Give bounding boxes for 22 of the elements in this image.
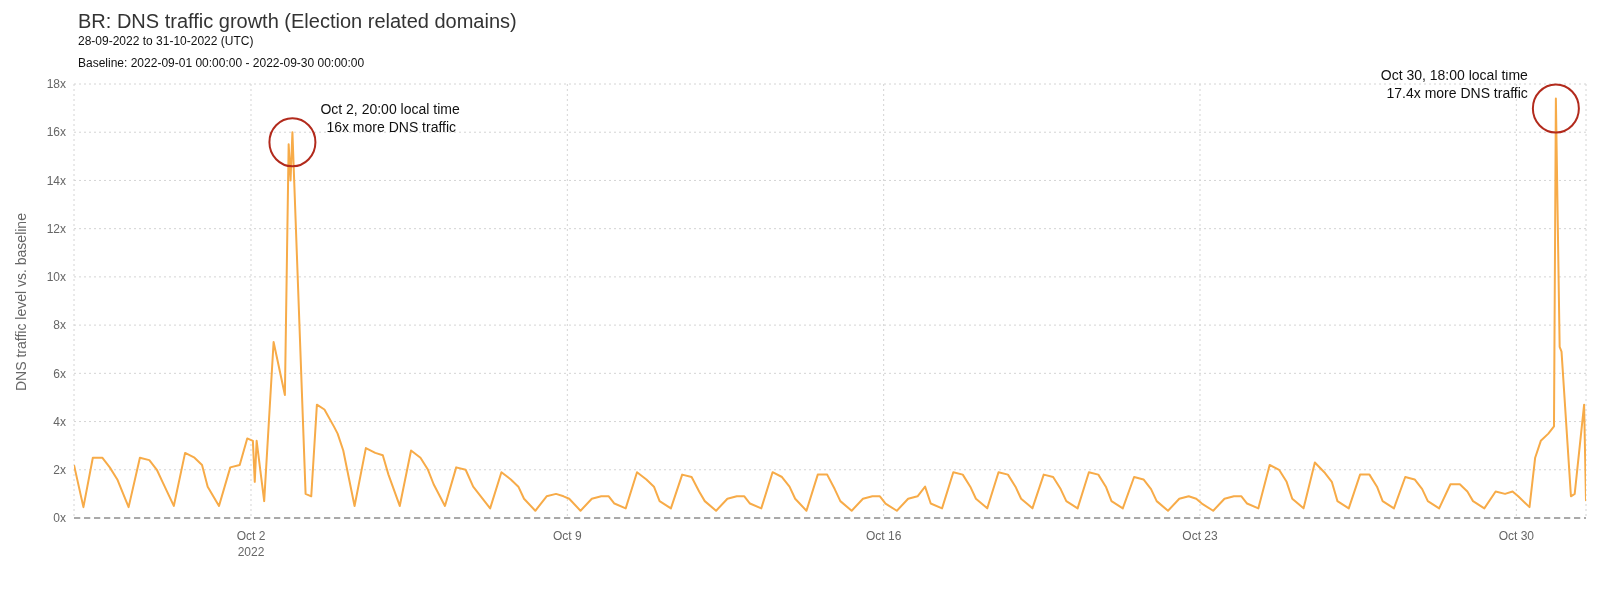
annotation: Oct 30, 18:00 local time 17.4x more DNS traffic: [1380, 67, 1529, 102]
y-tick-label: 0x: [53, 511, 66, 526]
x-tick-label: Oct 16: [865, 529, 902, 543]
y-tick-label: 12x: [46, 221, 66, 236]
chart-title: BR: DNS traffic growth (Election related domains): [78, 10, 518, 33]
y-tick-label: 16x: [46, 125, 66, 140]
chart-subtitle: 28-09-2022 to 31-10-2022 (UTC): [78, 34, 255, 48]
x-tick-label: Oct 2 2022: [236, 529, 266, 559]
y-tick-label: 4x: [53, 414, 66, 429]
y-tick-label: 8x: [53, 318, 66, 333]
x-tick-label: Oct 30: [1498, 529, 1535, 543]
text: Baseline: 2022-09-01 00:00:00 - 2022-09-30 00:00:00: [78, 56, 365, 70]
y-tick-label: 2x: [53, 463, 66, 478]
y-tick-label: 18x: [46, 77, 66, 92]
y-axis-title: DNS traffic level vs. baseline: [12, 212, 29, 391]
x-tick-label: Oct 23: [1182, 529, 1218, 543]
x-tick-label: Oct 9: [552, 529, 582, 543]
y-tick-label: 6x: [53, 366, 66, 381]
line-series: [74, 97, 1586, 512]
annotation: Oct 2, 20:00 local time 16x more DNS traffic: [320, 101, 460, 136]
y-tick-label: 10x: [46, 270, 66, 285]
y-tick-label: 14x: [46, 173, 66, 188]
